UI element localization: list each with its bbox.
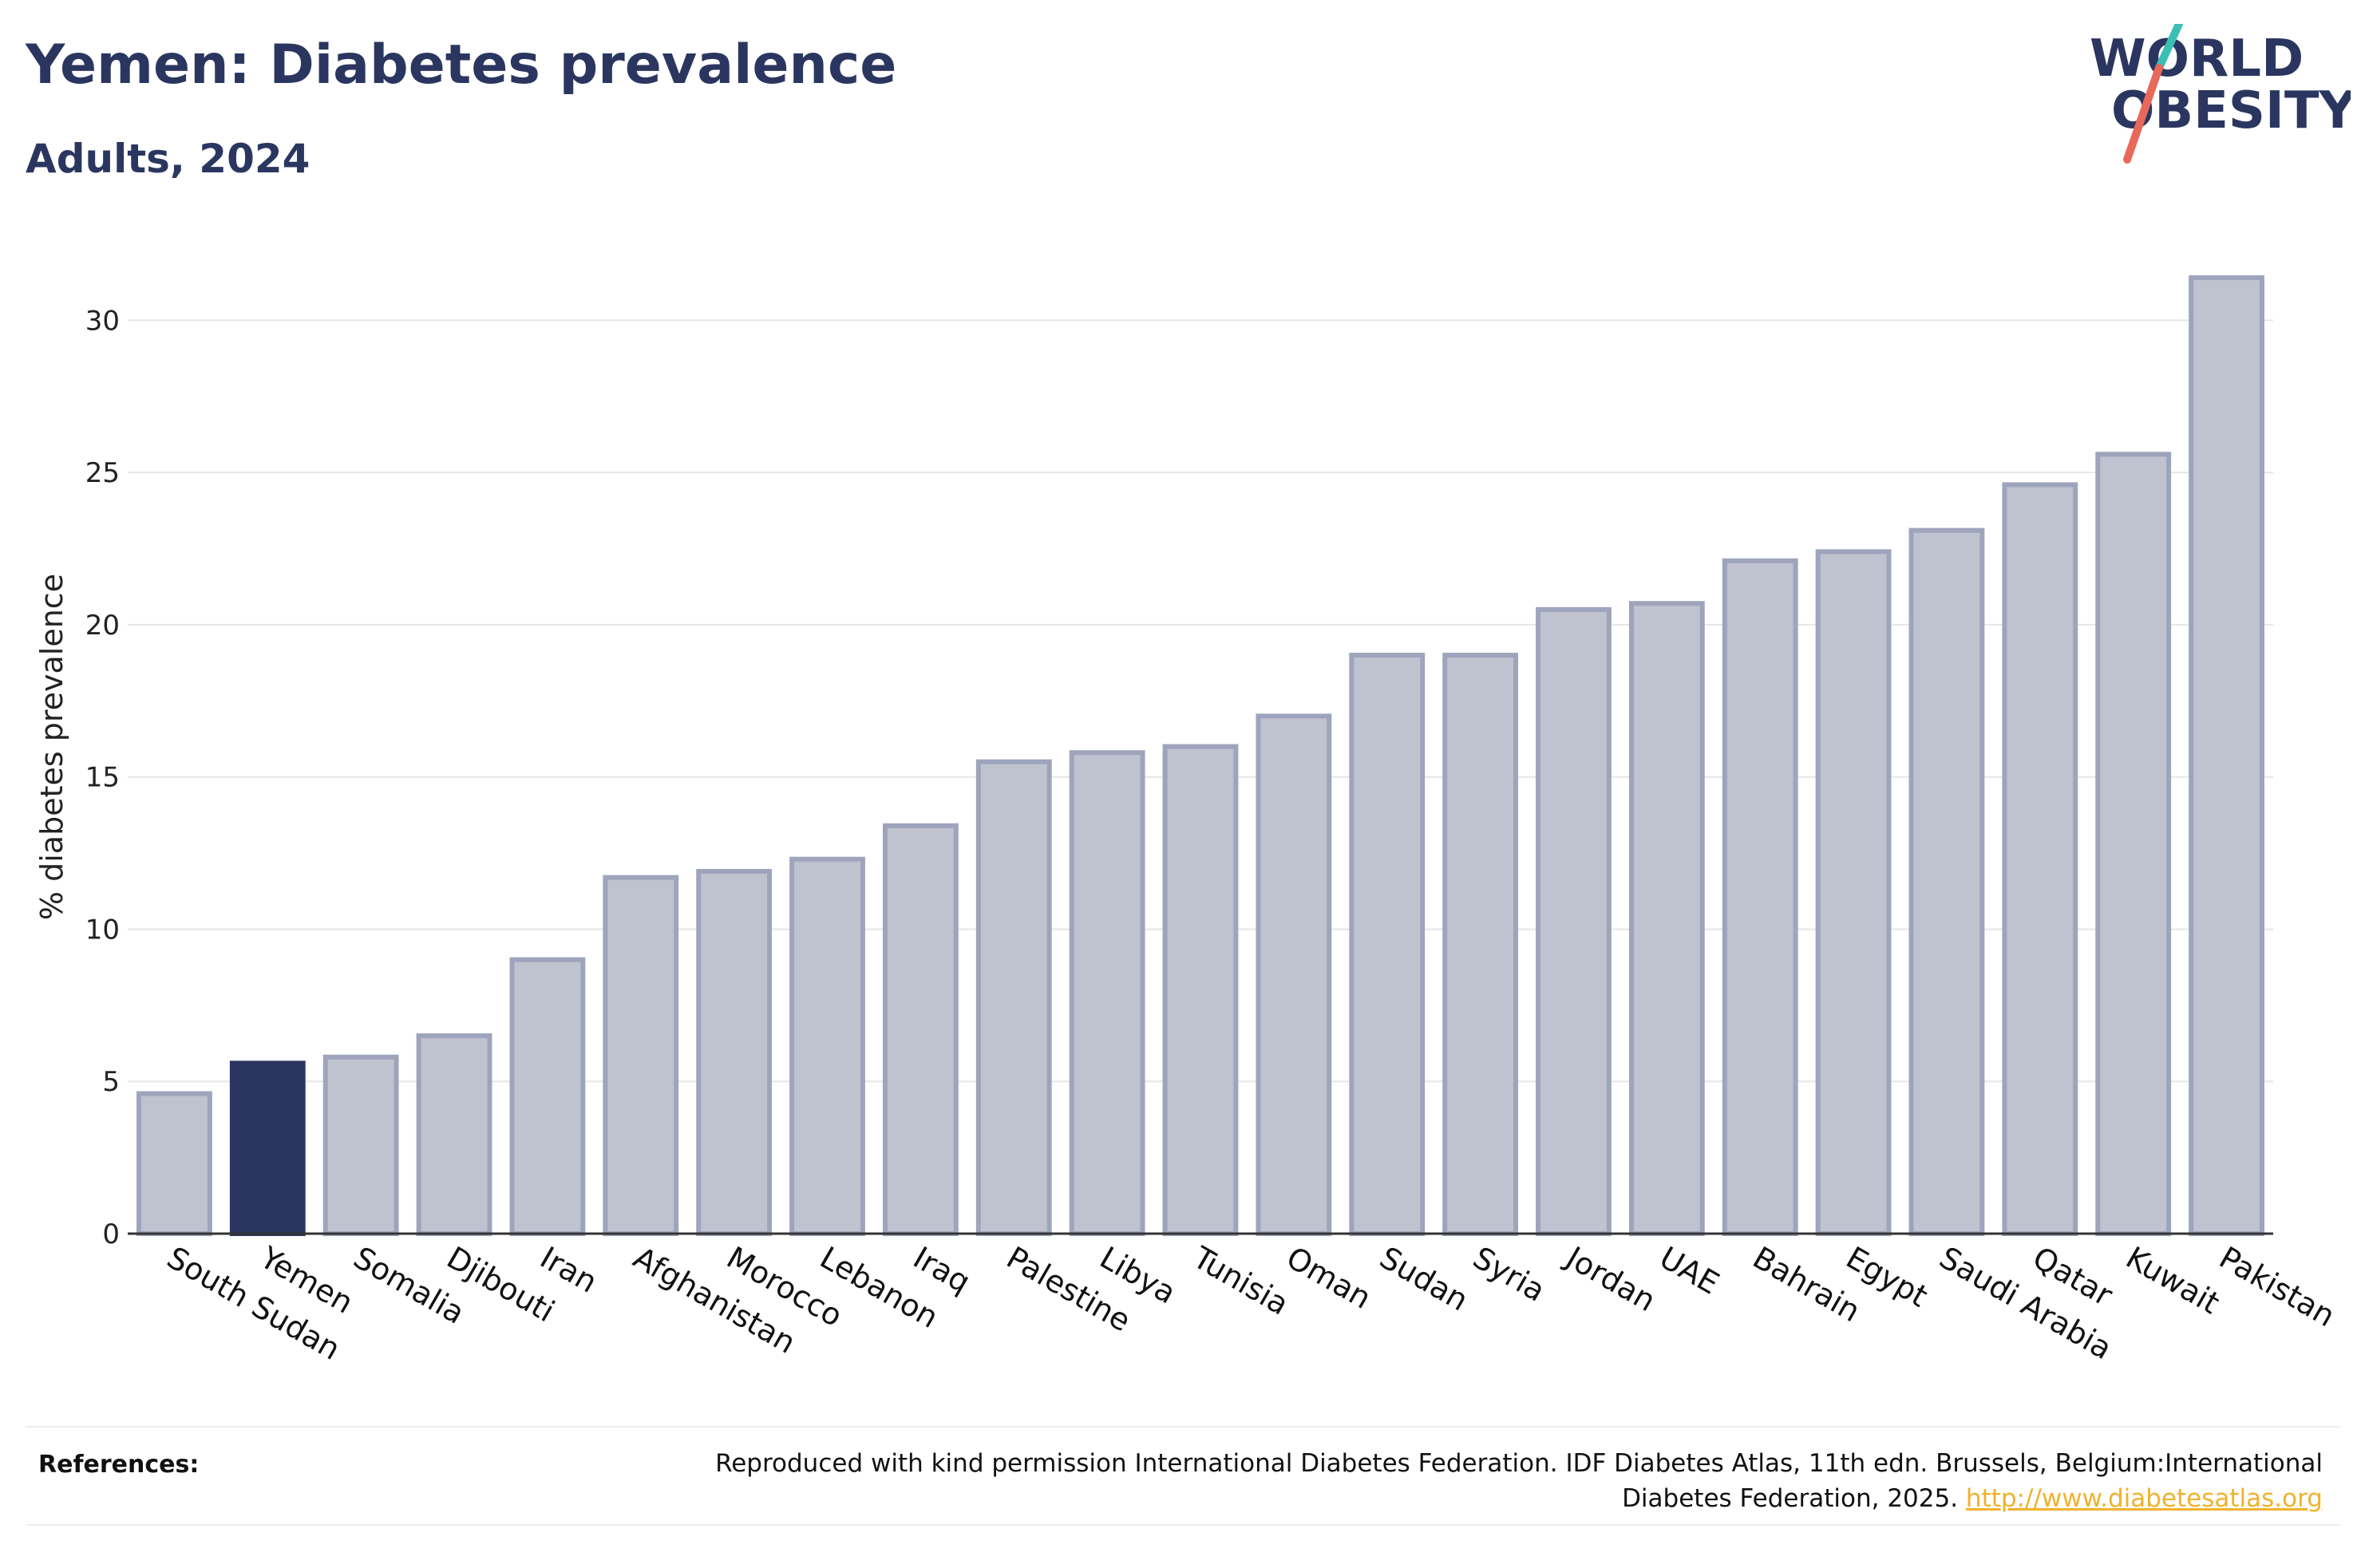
bar-bahrain <box>1722 558 1798 1236</box>
bar-qatar <box>2002 482 2078 1236</box>
x-tick-label: Tunisia <box>1187 1239 1295 1322</box>
bar-afghanistan <box>603 875 679 1236</box>
bar-iraq <box>882 823 959 1236</box>
bar-saudi-arabia <box>1908 527 1985 1236</box>
logo-text-world: WORLD <box>2090 30 2304 89</box>
bar-lebanon <box>789 856 865 1236</box>
y-tick-label: 20 <box>85 610 120 642</box>
y-tick-label: 10 <box>85 914 120 946</box>
x-tick-label: Syria <box>1467 1240 1551 1309</box>
x-tick-label: Pakistan <box>2213 1240 2341 1334</box>
y-tick-label: 30 <box>85 305 120 337</box>
world-obesity-logo: WORLD OBESITY <box>2090 24 2351 164</box>
bar-syria <box>1442 653 1519 1236</box>
x-tick-label: Kuwait <box>2120 1240 2225 1321</box>
y-tick-label: 0 <box>102 1218 120 1250</box>
x-tick-label: Oman <box>1280 1240 1377 1316</box>
y-tick-label: 5 <box>102 1066 120 1098</box>
bar-egypt <box>1815 549 1892 1236</box>
logo-slash-top <box>2155 24 2183 72</box>
references-text: Reproduced with kind permission Internat… <box>647 1446 2323 1516</box>
bar-pakistan <box>2189 274 2264 1236</box>
references-label: References: <box>38 1451 200 1479</box>
reference-citation: Reproduced with kind permission Internat… <box>715 1449 2323 1513</box>
bar-yemen <box>229 1060 306 1237</box>
y-tick-label: 25 <box>85 457 120 489</box>
bar-morocco <box>696 868 773 1236</box>
x-tick-label: Sudan <box>1374 1240 1474 1318</box>
y-tick-label: 15 <box>85 762 120 794</box>
footer-divider-bottom <box>26 1524 2340 1526</box>
chart-title: Yemen: Diabetes prevalence <box>26 34 897 97</box>
bar-sudan <box>1349 653 1426 1236</box>
bar-somalia <box>322 1054 399 1236</box>
bar-oman <box>1256 713 1332 1236</box>
bar-jordan <box>1536 606 1612 1236</box>
bar-iran <box>509 957 586 1236</box>
bar-tunisia <box>1162 744 1239 1236</box>
bar-libya <box>1069 750 1145 1236</box>
bar-palestine <box>975 759 1052 1236</box>
x-tick-label: UAE <box>1654 1240 1725 1301</box>
footer-divider-top <box>26 1426 2340 1428</box>
bar-uae <box>1628 601 1705 1236</box>
logo-slash-bottom <box>2123 64 2163 164</box>
x-tick-label: Jordan <box>1559 1239 1661 1319</box>
reference-link[interactable]: http://www.diabetesatlas.org <box>1965 1484 2323 1513</box>
x-tick-label: Bahrain <box>1747 1240 1866 1329</box>
bar-kuwait <box>2095 452 2172 1236</box>
bar-djibouti <box>416 1033 492 1236</box>
chart-subtitle: Adults, 2024 <box>26 136 310 182</box>
bar-south-sudan <box>136 1091 212 1236</box>
y-axis-label: % diabetes prevalence <box>34 574 69 920</box>
